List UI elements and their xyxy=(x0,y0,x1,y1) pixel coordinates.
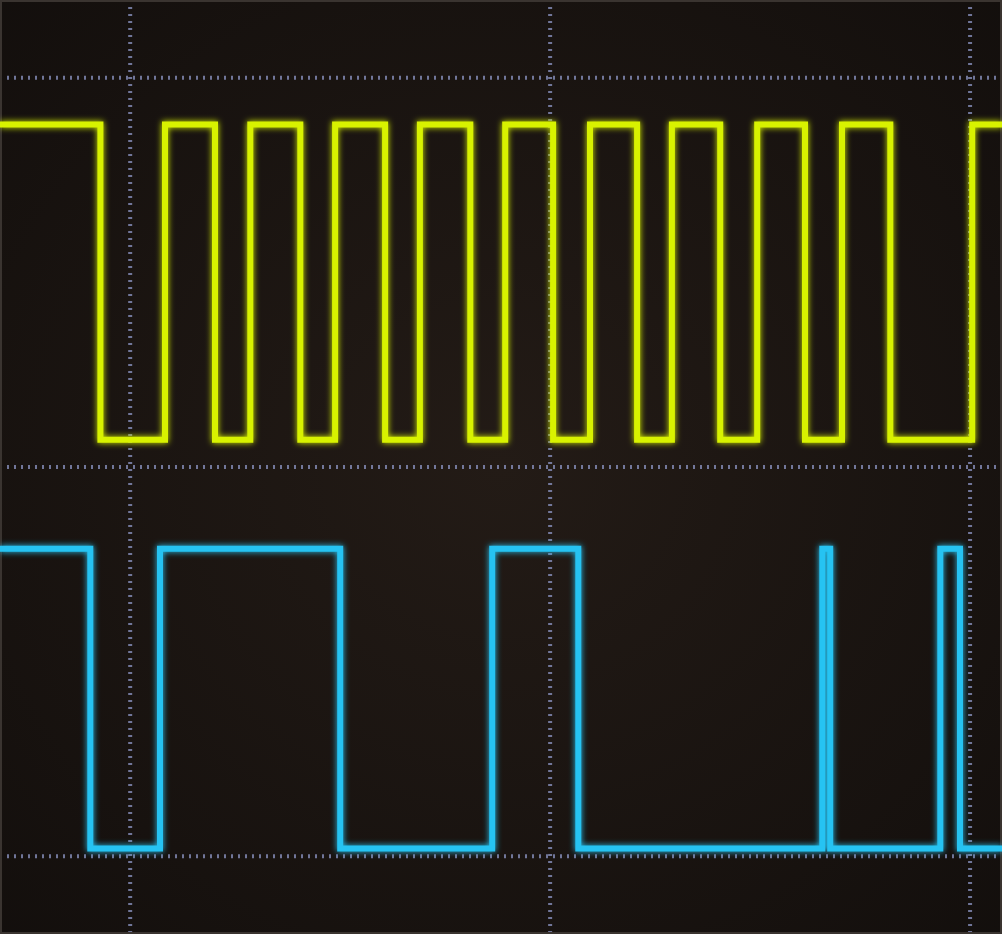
grid xyxy=(0,0,1002,934)
traces xyxy=(0,125,1002,849)
grid-line-x xyxy=(128,0,132,934)
trace-0 xyxy=(0,125,1002,440)
trace-1 xyxy=(0,549,1002,849)
scope-screen xyxy=(0,0,1002,934)
grid-line-y xyxy=(0,854,1002,858)
background xyxy=(0,0,1002,934)
grid-line-y xyxy=(0,465,1002,469)
grid-line-y xyxy=(0,76,1002,80)
plot-frame xyxy=(1,1,1001,933)
